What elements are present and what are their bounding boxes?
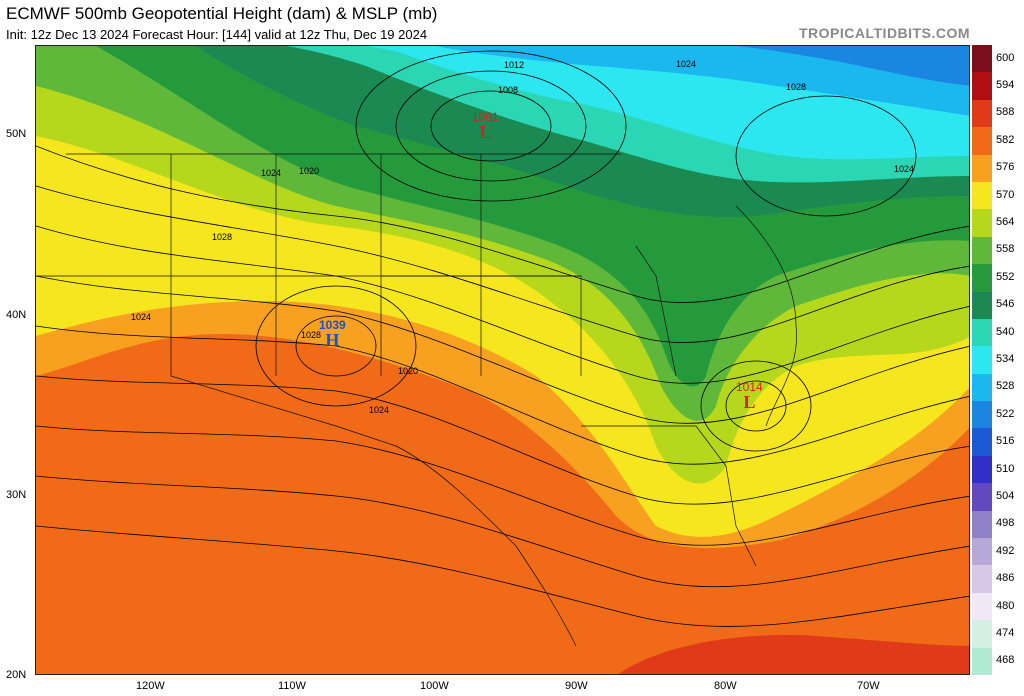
isobar-label: 1020 bbox=[299, 166, 320, 176]
isobar-label: 1024 bbox=[676, 59, 697, 69]
low-pressure-icon: L bbox=[743, 392, 756, 412]
colorbar-label: 534 bbox=[996, 353, 1015, 365]
isobar-label: 1028 bbox=[212, 232, 233, 242]
map-svg bbox=[36, 46, 969, 674]
colorbar-cell bbox=[972, 620, 992, 648]
low-pressure-icon: L bbox=[479, 122, 492, 142]
colorbar bbox=[972, 45, 992, 675]
band-528 bbox=[436, 46, 969, 116]
isobar-label: 1024 bbox=[894, 164, 915, 174]
colorbar-label: 552 bbox=[996, 270, 1015, 283]
colorbar-cell bbox=[972, 373, 992, 402]
isobar-label: 1024 bbox=[261, 168, 282, 178]
isobar-label: 1012 bbox=[504, 60, 525, 70]
pressure-center-l1: 1001 L bbox=[472, 110, 499, 142]
colorbar-cell bbox=[972, 538, 992, 566]
lon-label-80w: 80W bbox=[714, 680, 737, 692]
colorbar-label: 546 bbox=[996, 298, 1015, 311]
colorbar-label: 564 bbox=[996, 216, 1015, 229]
isobar-label: 1024 bbox=[369, 405, 390, 415]
band-588 bbox=[618, 635, 969, 674]
colorbar-cell bbox=[972, 592, 992, 621]
pressure-center-l2: 1014 L bbox=[736, 380, 763, 412]
colorbar-label: 528 bbox=[996, 380, 1015, 393]
colorbar-label: 600 bbox=[996, 51, 1015, 64]
colorbar-cell bbox=[972, 127, 992, 155]
isobar-label: 1020 bbox=[398, 366, 419, 376]
colorbar-label: 582 bbox=[996, 133, 1015, 146]
colorbar-cell bbox=[972, 483, 992, 511]
colorbar-cell bbox=[972, 510, 992, 539]
colorbar-cell bbox=[972, 428, 992, 456]
colorbar-label: 504 bbox=[996, 489, 1015, 502]
colorbar-label: 516 bbox=[996, 435, 1015, 448]
chart-subtitle: Init: 12z Dec 13 2024 Forecast Hour: [14… bbox=[6, 27, 428, 42]
isobar-label: 1024 bbox=[131, 312, 152, 322]
isobar-label: 1028 bbox=[301, 330, 322, 340]
colorbar-label: 480 bbox=[996, 599, 1015, 612]
colorbar-cell bbox=[972, 45, 992, 73]
isobars bbox=[36, 50, 969, 627]
colorbar-cell bbox=[972, 154, 992, 182]
lat-label-20n: 20N bbox=[6, 669, 27, 681]
colorbar-label: 594 bbox=[996, 79, 1015, 92]
colorbar-label: 486 bbox=[996, 572, 1015, 585]
colorbar-label: 498 bbox=[996, 517, 1015, 530]
pressure-value-h1: 1039 bbox=[319, 318, 346, 332]
colorbar-label: 492 bbox=[996, 544, 1015, 557]
colorbar-label: 588 bbox=[996, 106, 1015, 119]
pressure-value-l1: 1001 bbox=[472, 110, 499, 124]
lon-label-110w: 110W bbox=[278, 680, 306, 692]
brand-watermark: TROPICALTIDBITS.COM bbox=[798, 25, 970, 41]
isobar-label: 1028 bbox=[786, 82, 807, 92]
colorbar-cell bbox=[972, 209, 992, 237]
colorbar-label: 570 bbox=[996, 188, 1015, 201]
lat-label-40n: 40N bbox=[6, 309, 27, 321]
political-borders bbox=[36, 153, 798, 647]
colorbar-cell bbox=[972, 291, 992, 319]
colorbar-cell bbox=[972, 264, 992, 292]
colorbar-label: 558 bbox=[996, 243, 1015, 256]
pressure-value-l2: 1014 bbox=[736, 380, 763, 394]
lon-label-120w: 120W bbox=[136, 680, 165, 692]
colorbar-cell bbox=[972, 318, 992, 347]
lon-label-70w: 70W bbox=[857, 680, 880, 692]
colorbar-cell bbox=[972, 455, 992, 484]
colorbar-label: 474 bbox=[996, 626, 1015, 639]
lon-label-100w: 100W bbox=[420, 680, 449, 692]
colorbar-cell bbox=[972, 236, 992, 265]
lat-label-50n: 50N bbox=[6, 128, 27, 140]
colorbar-cell bbox=[972, 99, 992, 128]
lat-label-30n: 30N bbox=[6, 489, 27, 501]
colorbar-cell bbox=[972, 181, 992, 210]
band-522 bbox=[736, 46, 969, 86]
colorbar-label: 576 bbox=[996, 161, 1015, 174]
colorbar-cell bbox=[972, 72, 992, 100]
colorbar-cell bbox=[972, 401, 992, 429]
high-pressure-icon: H bbox=[325, 330, 340, 350]
pressure-center-h1: 1039 H bbox=[319, 318, 346, 350]
colorbar-label: 468 bbox=[996, 654, 1015, 667]
forecast-map: 1001 L 1039 H 1014 L 1012 1008 1024 1028… bbox=[35, 45, 970, 675]
colorbar-cell bbox=[972, 346, 992, 374]
isobar-label: 1008 bbox=[498, 85, 519, 95]
colorbar-label: 522 bbox=[996, 407, 1015, 420]
lon-label-90w: 90W bbox=[565, 680, 588, 692]
colorbar-label: 510 bbox=[996, 462, 1015, 475]
colorbar-cell bbox=[972, 565, 992, 593]
colorbar-cell bbox=[972, 647, 992, 675]
chart-title: ECMWF 500mb Geopotential Height (dam) & … bbox=[6, 4, 438, 23]
colorbar-label: 540 bbox=[996, 325, 1015, 338]
